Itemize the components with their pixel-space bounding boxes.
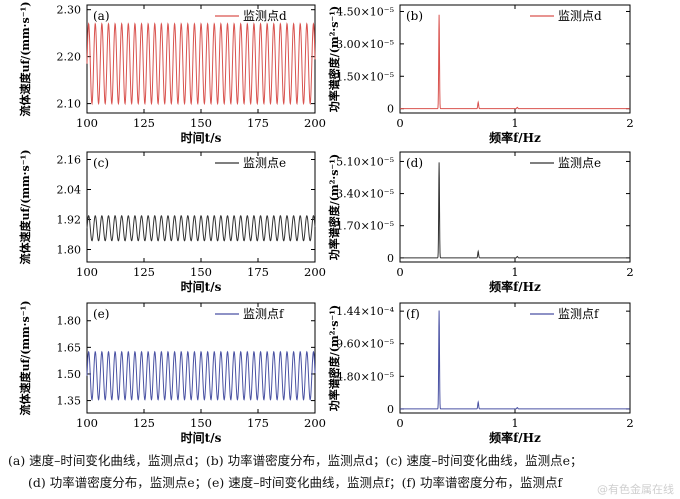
y-tick-label: 3.40×10⁻⁵ [336, 188, 394, 201]
x-tick-label: 1 [511, 416, 518, 430]
series-line [400, 162, 630, 259]
x-tick-label: 200 [304, 265, 326, 279]
y-tick-label: 1.44×10⁻⁴ [336, 305, 395, 318]
x-axis-title: 频率f/Hz [489, 279, 541, 294]
x-tick-label: 2 [626, 416, 633, 430]
x-axis-title: 频率f/Hz [489, 430, 541, 445]
y-tick-label: 1.35 [57, 395, 82, 408]
y-tick-label: 2.20 [57, 51, 82, 64]
x-tick-label: 100 [76, 116, 98, 130]
y-tick-label: 2.30 [57, 4, 82, 17]
y-tick-label: 1.50×10⁻⁵ [336, 70, 394, 83]
legend-label: 监测点f [558, 307, 600, 321]
x-tick-label: 175 [247, 265, 269, 279]
y-tick-label: 1.80 [57, 315, 82, 328]
series-line [400, 14, 630, 110]
y-tick-label: 0 [387, 103, 394, 116]
x-tick-label: 150 [190, 116, 212, 130]
panel-f: 0 1 2 0 4.80×10⁻⁵ 9.60×10⁻⁵ 1.44×10⁻⁴ 频率f/Hz 功率谱… [327, 302, 634, 445]
series-line [86, 215, 316, 242]
y-axis-title: 功率谱密度/(m²·s⁻¹) [327, 154, 341, 261]
x-tick-label: 200 [304, 116, 326, 130]
x-tick-label: 2 [626, 265, 633, 279]
y-axis-title: 流体速度uf/(mm·s⁻¹) [18, 1, 32, 116]
y-tick-label: 2.10 [57, 98, 82, 111]
x-tick-label: 150 [190, 265, 212, 279]
legend-label: 监测点f [243, 307, 285, 321]
series-line [400, 310, 630, 410]
panel-label: (c) [93, 156, 109, 170]
x-tick-label: 175 [247, 116, 269, 130]
x-tick-label: 200 [304, 416, 326, 430]
x-axis-title: 时间t/s [181, 430, 222, 445]
legend-label: 监测点d [243, 9, 287, 23]
y-tick-label: 4.50×10⁻⁵ [336, 5, 394, 18]
legend-label: 监测点e [243, 156, 286, 170]
y-tick-label: 1.92 [57, 214, 82, 227]
x-axis-title: 时间t/s [181, 279, 222, 294]
figure-canvas: 100 125 150 175 2002.102.202.30时间t/s流体速度uf/(… [18, 1, 634, 445]
x-tick-label: 2 [626, 116, 633, 130]
y-tick-label: 5.10×10⁻⁵ [336, 155, 394, 168]
panel-b: 0 1 2 0 1.50×10⁻⁵ 3.00×10⁻⁵ 4.50×10⁻⁵ 频率f/Hz 功率谱… [327, 4, 634, 145]
legend-label: 监测点e [558, 156, 601, 170]
y-axis-title: 流体速度uf/(mm·s⁻¹) [18, 149, 32, 264]
panel-e: 100 125 150 175 200 1.35 1.50 1.65 1.80 时间t/s 流体速度… [18, 300, 326, 445]
panel-label: (d) [406, 156, 423, 170]
x-tick-label: 0 [396, 265, 403, 279]
legend-label: 监测点d [558, 9, 602, 23]
x-tick-label: 125 [133, 116, 155, 130]
y-axis-title: 流体速度uf/(mm·s⁻¹) [18, 300, 32, 415]
x-tick-label: 0 [396, 416, 403, 430]
y-tick-label: 2.04 [57, 184, 82, 197]
y-tick-label: 1.70×10⁻⁵ [336, 220, 394, 233]
x-tick-label: 100 [76, 416, 98, 430]
y-tick-label: 2.16 [57, 154, 82, 167]
y-axis-title: 功率谱密度/(m²·s⁻¹) [327, 6, 341, 113]
y-tick-label: 1.50 [57, 368, 82, 381]
x-axis-title: 频率f/Hz [489, 130, 541, 145]
y-tick-label: 0 [387, 403, 394, 416]
y-tick-label: 1.65 [57, 341, 82, 354]
panel-a: 100 125 150 175 200 2.10 2.20 2.30 时间t/s 流体速度uf/(… [18, 1, 326, 145]
x-tick-label: 150 [190, 416, 212, 430]
panel-c: 100 125 150 175 200 1.80 1.92 2.04 2.16 时间t/s 流体速度… [18, 149, 326, 294]
watermark: @有色金属在线 [597, 483, 674, 496]
y-tick-label: 1.80 [57, 244, 82, 257]
x-tick-label: 100 [76, 265, 98, 279]
y-tick-label: 3.00×10⁻⁵ [336, 38, 394, 51]
y-tick-label: 0 [387, 252, 394, 265]
caption-line-1: (a) 速度–时间变化曲线，监测点d；(b) 功率谱密度分布，监测点d；(c) … [8, 453, 583, 468]
series-line [86, 350, 316, 401]
x-tick-label: 175 [247, 416, 269, 430]
x-tick-label: 0 [396, 116, 403, 130]
x-tick-label: 125 [133, 265, 155, 279]
panel-d: 0 1 2 0 1.70×10⁻⁵ 3.40×10⁻⁵ 5.10×10⁻⁵ 频率f/Hz 功率谱… [327, 151, 634, 294]
panel-label: (a) [93, 9, 110, 23]
panel-label: (b) [406, 9, 423, 23]
y-tick-label: 9.60×10⁻⁵ [336, 338, 394, 351]
x-tick-label: 1 [511, 265, 518, 279]
x-tick-label: 1 [511, 116, 518, 130]
panel-label: (e) [93, 307, 109, 321]
series-line [86, 22, 316, 106]
x-tick-label: 125 [133, 416, 155, 430]
y-tick-label: 4.80×10⁻⁵ [336, 370, 394, 383]
x-axis-title: 时间t/s [181, 130, 222, 145]
panel-label: (f) [406, 307, 420, 321]
caption-line-2: (d) 功率谱密度分布，监测点e；(e) 速度–时间变化曲线，监测点f；(f) … [28, 475, 563, 490]
y-axis-title: 功率谱密度/(m²·s⁻¹) [327, 305, 341, 412]
